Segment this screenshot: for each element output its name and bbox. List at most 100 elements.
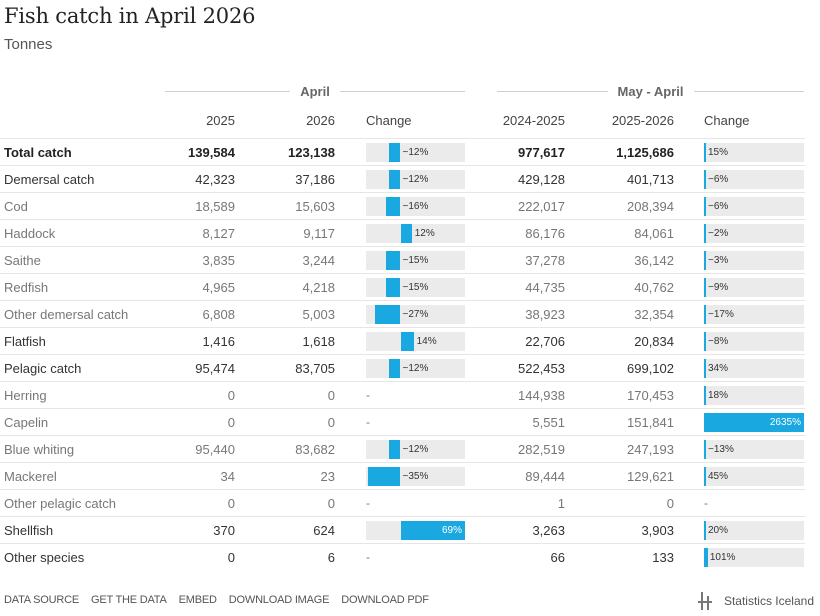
value-a2: 9,117 — [303, 226, 335, 241]
change-right-label: −3% — [708, 255, 729, 266]
change-right-track: −8% — [704, 332, 804, 351]
change-left-track: −35% — [366, 467, 465, 486]
value-b2: 84,061 — [634, 226, 674, 241]
col-header-right-y1: 2024-2025 — [502, 113, 565, 128]
value-b1: 38,923 — [525, 307, 565, 322]
table-row: Pelagic catch 95,474 83,705 522,453 699,102 −… — [0, 354, 805, 381]
value-a2: 23 — [320, 469, 335, 484]
value-b2: 247,193 — [627, 442, 674, 457]
change-right-label: 101% — [709, 552, 736, 563]
divider — [693, 90, 805, 92]
row-label: Demersal catch — [4, 172, 95, 187]
change-right-bar — [704, 548, 708, 567]
row-label: Flatfish — [4, 334, 46, 349]
change-left-track: 12% — [366, 224, 465, 243]
value-b2: 40,762 — [634, 280, 674, 295]
row-label: Pelagic catch — [4, 361, 82, 376]
value-a2: 83,682 — [295, 442, 335, 457]
change-right-track: −6% — [704, 170, 804, 189]
group-label-left: April — [300, 83, 330, 99]
footer-links: DATA SOURCE GET THE DATA EMBED DOWNLOAD … — [4, 594, 429, 606]
table-row: Mackerel 34 23 89,444 129,621 −35% 45% — [0, 462, 805, 489]
value-a1: 1,416 — [202, 334, 235, 349]
change-right-label: 15% — [708, 147, 729, 158]
table-row: Other demersal catch 6,808 5,003 38,923 32,3… — [0, 300, 805, 327]
download-pdf-link[interactable]: DOWNLOAD PDF — [341, 594, 429, 606]
col-header-left-y1: 2025 — [206, 113, 235, 128]
change-left-track: −16% — [366, 197, 465, 216]
value-b2: 151,841 — [627, 415, 674, 430]
change-left-label: −35% — [402, 471, 429, 482]
change-left-empty: - — [366, 388, 370, 402]
change-left-bar — [389, 170, 401, 189]
row-label: Other demersal catch — [4, 307, 129, 322]
change-left-bar — [386, 278, 401, 297]
change-left-empty: - — [366, 496, 370, 510]
value-a1: 0 — [227, 496, 235, 511]
table-row: Capelin 0 0 5,551 151,841 - 2635% — [0, 408, 805, 435]
value-b2: 32,354 — [634, 307, 674, 322]
col-header-right-y2: 2025-2026 — [611, 113, 674, 128]
change-right-bar — [704, 305, 706, 324]
divider — [497, 90, 608, 92]
value-a1: 42,323 — [195, 172, 235, 187]
value-a2: 624 — [313, 523, 335, 538]
value-a2: 0 — [327, 415, 335, 430]
change-left-track: −12% — [366, 440, 465, 459]
value-a1: 95,440 — [195, 442, 235, 457]
change-right-track: −13% — [704, 440, 804, 459]
value-b1: 144,938 — [518, 388, 565, 403]
embed-link[interactable]: EMBED — [178, 594, 217, 606]
change-left-label: −12% — [402, 444, 429, 455]
table-row: Haddock 8,127 9,117 86,176 84,061 12% −2% — [0, 219, 805, 246]
change-left-track: −12% — [366, 143, 465, 162]
change-left-track: −15% — [366, 251, 465, 270]
data-source-link[interactable]: DATA SOURCE — [4, 594, 80, 606]
change-left-bar — [375, 305, 401, 324]
change-left-empty: - — [366, 415, 370, 429]
value-b1: 22,706 — [525, 334, 565, 349]
value-a2: 4,218 — [302, 280, 335, 295]
value-a1: 34 — [220, 469, 235, 484]
change-right-bar — [704, 467, 706, 486]
change-right-track: 18% — [704, 386, 804, 405]
change-right-label: −9% — [708, 282, 729, 293]
row-label: Shellfish — [4, 523, 54, 538]
change-right-bar — [704, 440, 706, 459]
download-image-link[interactable]: DOWNLOAD IMAGE — [228, 594, 330, 606]
change-left-label: −27% — [402, 309, 429, 320]
group-header-left: April — [165, 82, 465, 100]
value-b2: 1,125,686 — [616, 145, 674, 160]
value-a2: 3,244 — [302, 253, 335, 268]
row-label: Cod — [4, 199, 28, 214]
table-row: Other pelagic catch 0 0 1 0 - - — [0, 489, 805, 516]
change-left-label: −15% — [402, 255, 429, 266]
divider — [165, 90, 291, 92]
change-right-track: 15% — [704, 143, 804, 162]
value-a2: 0 — [327, 496, 335, 511]
change-left-label: 12% — [414, 228, 435, 239]
change-right-track: 101% — [704, 548, 804, 567]
value-a1: 4,965 — [202, 280, 235, 295]
change-right-label: −17% — [708, 309, 734, 320]
table-row: Blue whiting 95,440 83,682 282,519 247,193 −1… — [0, 435, 805, 462]
change-right-track: −2% — [704, 224, 804, 243]
row-label: Capelin — [4, 415, 49, 430]
brand-name: Statistics Iceland — [723, 594, 814, 608]
change-left-bar — [400, 224, 412, 243]
change-right-track: −6% — [704, 197, 804, 216]
change-right-label: 45% — [708, 471, 729, 482]
chart-title: Fish catch in April 2026 — [4, 4, 256, 28]
row-label: Haddock — [4, 226, 56, 241]
change-left-label: −12% — [402, 174, 429, 185]
table-row: Other species 0 6 66 133-101% — [0, 543, 805, 570]
brand[interactable]: Statistics Iceland — [697, 591, 814, 611]
get-the-data-link[interactable]: GET THE DATA — [91, 594, 167, 606]
change-left-bar — [400, 521, 465, 540]
value-b1: 5,551 — [532, 415, 565, 430]
table-row: Total catch 139,584 123,138 977,617 1,125,68… — [0, 138, 805, 165]
change-left-bar — [385, 197, 401, 216]
value-b2: 3,903 — [641, 523, 674, 538]
change-right-label: −13% — [708, 444, 734, 455]
change-right-label: 2635% — [769, 417, 801, 428]
